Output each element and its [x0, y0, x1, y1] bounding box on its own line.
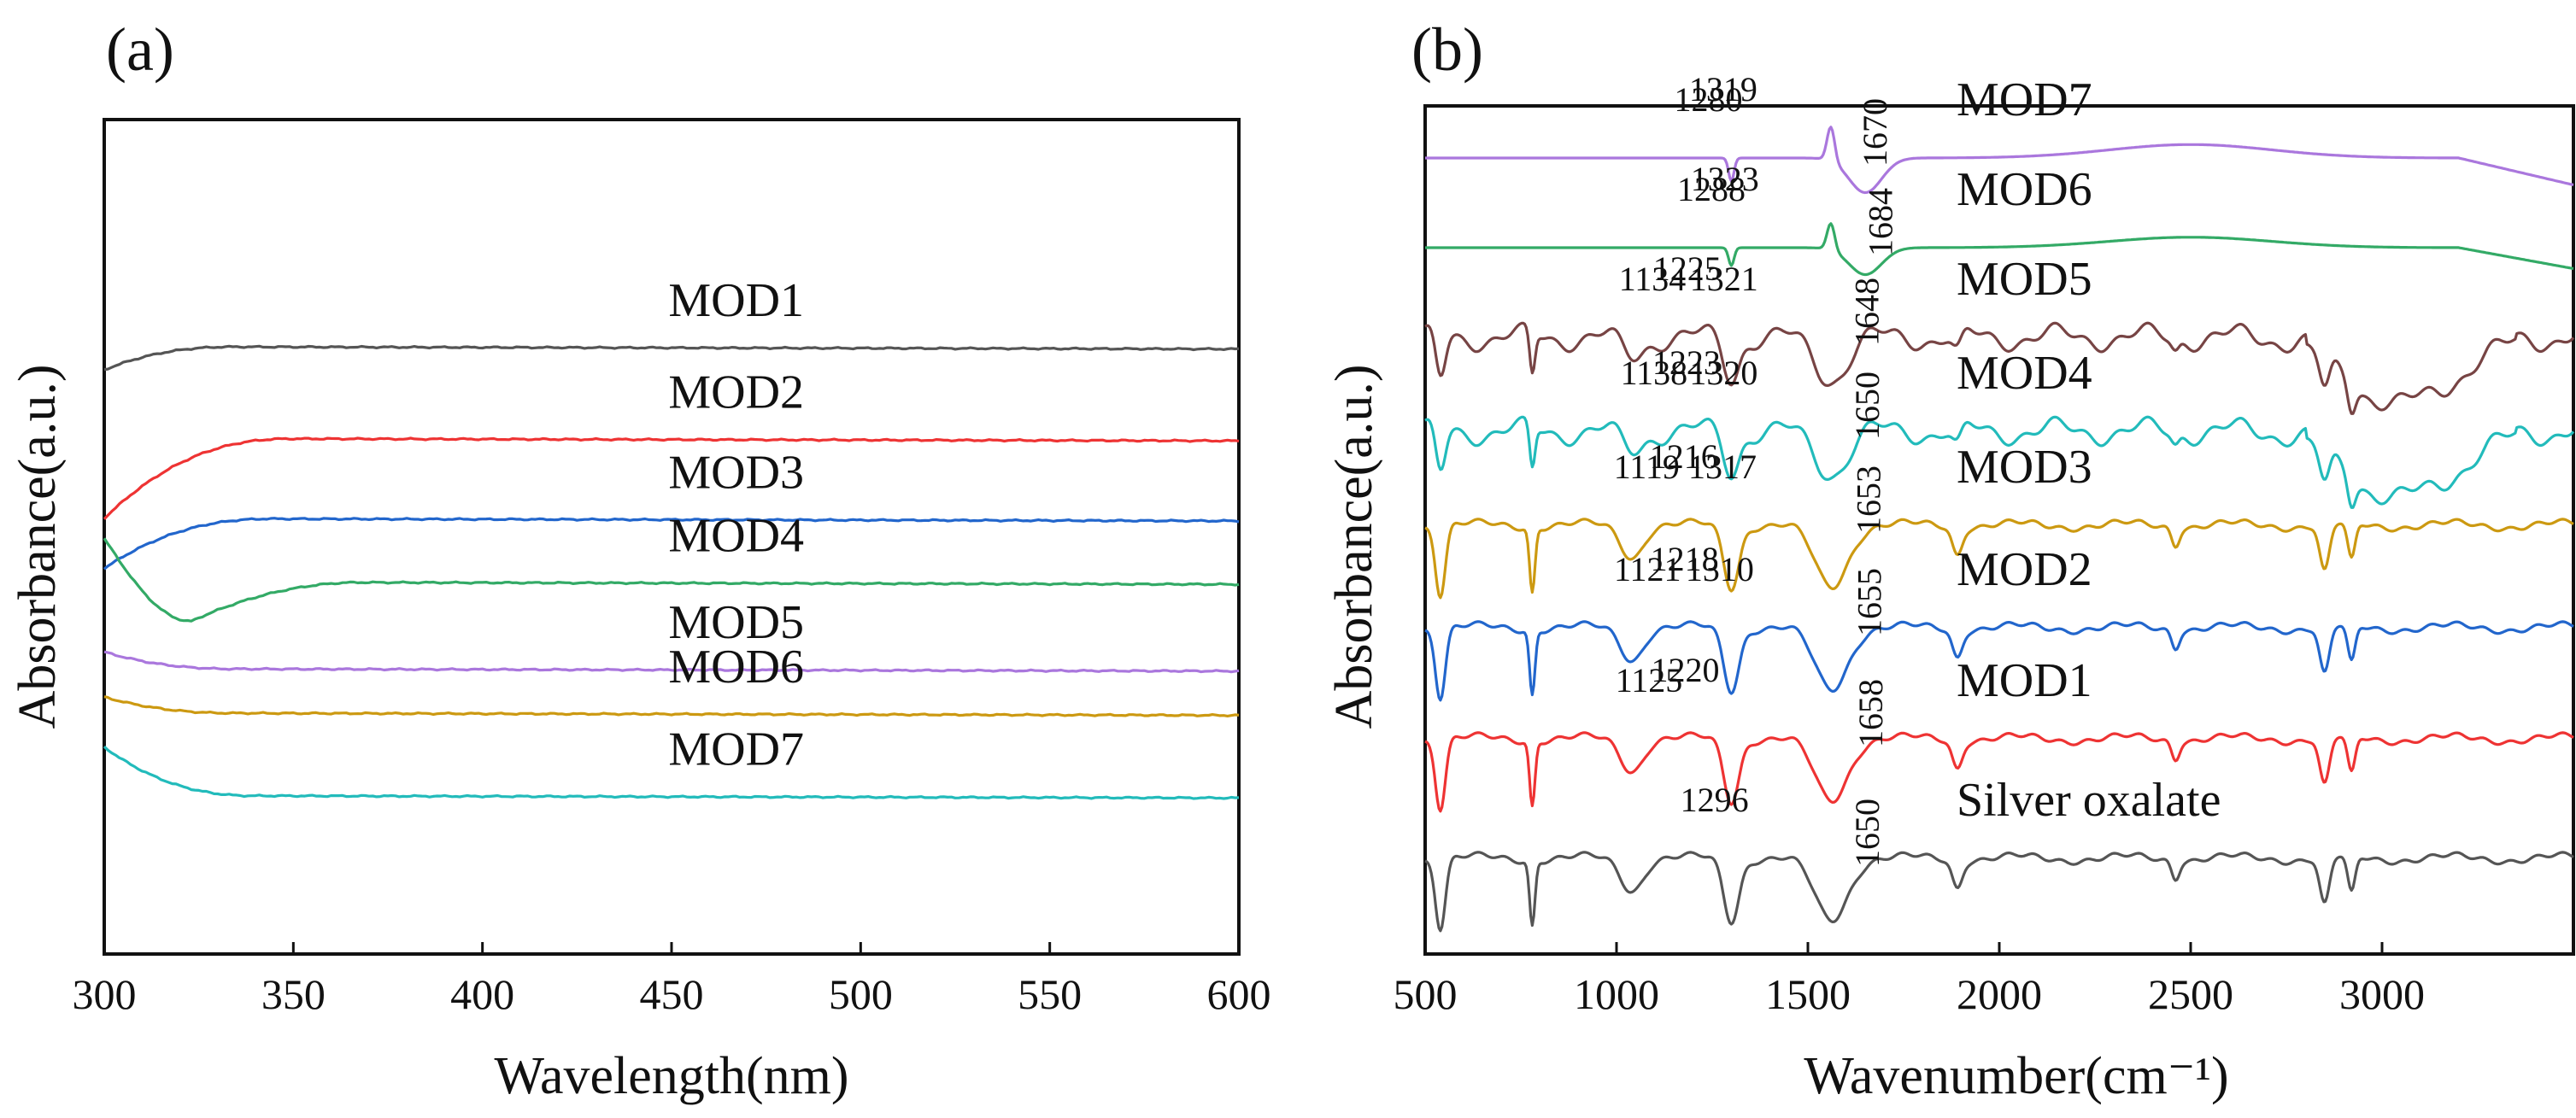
- panel-b-series-label-silver-oxalate: Silver oxalate: [1957, 774, 2221, 827]
- panel-b-annotation: 1280: [1674, 80, 1742, 119]
- panel-a-series-label-mod5: MOD5: [668, 596, 804, 649]
- panel-a-x-tick-label: 450: [640, 970, 704, 1018]
- panel-a-series-label-mod1: MOD1: [668, 274, 804, 327]
- panel-a-series: [103, 344, 1240, 800]
- panel-b-series-labels: MOD7 MOD6 MOD5 MOD4 MOD3 MOD2 MOD1 Silver oxala…: [1957, 73, 2221, 827]
- panel-b-annotation: 1658: [1851, 679, 1890, 747]
- panel-a-x-tick-label: 400: [450, 970, 514, 1018]
- panel-b-series: [1424, 126, 2575, 933]
- panel-b-annotation: 1220: [1652, 651, 1720, 689]
- panel-b-annotation: 1320: [1689, 354, 1757, 392]
- panel-b-annotation: 1653: [1850, 465, 1888, 534]
- panel-a-series-line-mod3: [103, 517, 1240, 571]
- panel-b-x-ticks: 500 1000 1500 2000 2500 3000: [1394, 942, 2425, 1018]
- panel-b-series-label-mod4: MOD4: [1957, 347, 2092, 400]
- panel-b-annotation: 1650: [1848, 372, 1887, 440]
- panel-b-annotation: 1121: [1614, 550, 1681, 588]
- panel-a-series-line-mod1: [103, 344, 1240, 372]
- panel-b-x-tick-label: 2500: [2148, 970, 2233, 1018]
- panel-a-x-tick-label: 600: [1207, 970, 1271, 1018]
- panel-b-annotation: 1321: [1690, 260, 1758, 298]
- panel-a-x-ticks: 300 350 400 450 500 550 600: [73, 942, 1271, 1018]
- panel-b-annotation: 1119: [1614, 448, 1680, 486]
- panel-b-annotation: 1319: [1689, 70, 1757, 108]
- panel-a-label: (a): [106, 15, 174, 84]
- panel-b-annotation: 1296: [1681, 781, 1749, 819]
- panel-b-series-label-mod1: MOD1: [1957, 654, 2092, 707]
- panel-b-xlabel: Wavenumber(cm⁻¹): [1804, 1047, 2228, 1105]
- panel-b-series-line-mod5: [1424, 321, 2575, 415]
- panel-b-series-line-mod4: [1424, 415, 2575, 509]
- panel-b-x-tick-label: 3000: [2339, 970, 2425, 1018]
- panel-a-x-tick-label: 500: [829, 970, 893, 1018]
- panel-b-series-line-mod6: [1425, 222, 2574, 277]
- panel-b-series-label-mod3: MOD3: [1957, 441, 2092, 494]
- panel-a-series-line-mod6: [103, 695, 1240, 717]
- panel-b-annotation: 1670: [1856, 98, 1894, 167]
- panel-a-xlabel: Wavelength(nm): [494, 1047, 848, 1105]
- panel-a-series-label-mod7: MOD7: [668, 723, 804, 776]
- panel-a-series-line-mod2: [103, 436, 1240, 520]
- panel-b-annotation: 1655: [1850, 568, 1888, 636]
- panel-b-x-tick-label: 2000: [1957, 970, 2042, 1018]
- panel-b-annotation: 1225: [1653, 249, 1722, 288]
- panel-b-annotation: 1218: [1651, 540, 1719, 578]
- panel-a-series-label-mod3: MOD3: [668, 446, 804, 499]
- panel-b-annotation: 1134: [1619, 260, 1687, 298]
- panel-b-annotation: 1310: [1686, 550, 1754, 588]
- panel-b: (b) Wavenumber(cm⁻¹) Absorbance(a.u.) 50…: [1325, 15, 2575, 1105]
- panel-b-annotation: 1323: [1691, 160, 1759, 198]
- panel-b-series-line-silver-oxalate: [1424, 851, 2574, 933]
- panel-b-series-label-mod6: MOD6: [1957, 163, 2092, 216]
- panel-a-ylabel: Absorbance(a.u.): [9, 365, 67, 729]
- panel-b-annotation: 1223: [1652, 343, 1721, 382]
- panel-b-series-line-mod7: [1425, 126, 2574, 195]
- panel-b-series-label-mod5: MOD5: [1957, 253, 2092, 306]
- panel-b-annotation: 1288: [1677, 170, 1746, 208]
- panel-b-series-label-mod7: MOD7: [1957, 73, 2092, 126]
- panel-a-x-tick-label: 350: [261, 970, 326, 1018]
- panel-a-series-label-mod6: MOD6: [668, 641, 804, 694]
- panel-b-annotation: 1648: [1847, 278, 1886, 346]
- panel-b-annotation: 1125: [1616, 661, 1683, 699]
- panel-a-series-label-mod4: MOD4: [668, 510, 804, 563]
- panel-a-series-line-mod5: [103, 650, 1240, 674]
- panel-a: (a) Wavelength(nm) Absorbance(a.u.) 300 3…: [9, 15, 1271, 1105]
- panel-b-x-tick-label: 500: [1394, 970, 1458, 1018]
- panel-b-series-line-mod1: [1424, 731, 2574, 813]
- panel-b-annotation: 1650: [1848, 799, 1887, 867]
- panel-b-label: (b): [1411, 15, 1483, 84]
- panel-a-series-line-mod7: [103, 745, 1240, 800]
- panel-b-frame: [1423, 104, 2575, 956]
- panel-b-annotation: 1138: [1621, 354, 1688, 392]
- panel-a-series-line-mod4: [103, 537, 1240, 623]
- panel-a-x-tick-label: 300: [73, 970, 137, 1018]
- panel-b-annotation: 1317: [1688, 448, 1757, 486]
- panel-b-annotation: 1216: [1650, 437, 1718, 476]
- panel-a-series-label-mod2: MOD2: [668, 366, 804, 419]
- panel-a-x-tick-label: 550: [1018, 970, 1082, 1018]
- panel-b-series-line-mod3: [1424, 518, 2574, 600]
- panel-b-x-tick-label: 1000: [1574, 970, 1659, 1018]
- panel-b-annotation: 1684: [1861, 188, 1899, 256]
- panel-b-series-label-mod2: MOD2: [1957, 543, 2092, 596]
- panel-b-series-line-mod2: [1424, 620, 2574, 702]
- panel-b-x-tick-label: 1500: [1765, 970, 1851, 1018]
- panel-b-ylabel: Absorbance(a.u.): [1325, 365, 1383, 729]
